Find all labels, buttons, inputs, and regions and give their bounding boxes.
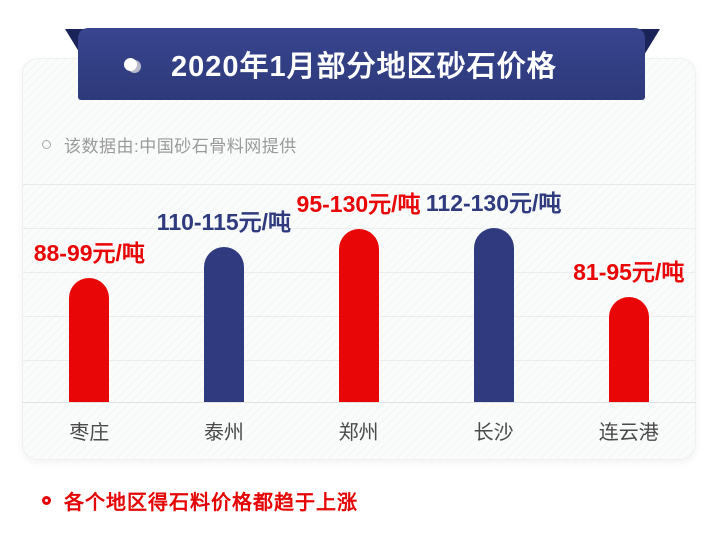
bar-value-label: 112-130元/吨 [425,190,562,216]
ring-circle-icon [42,495,51,505]
x-axis-label: 泰州 [203,422,244,444]
bar-value-label: 88-99元/吨 [33,240,145,266]
bar-value-label: 110-115元/吨 [156,209,292,235]
x-axis-label: 郑州 [338,422,379,444]
bar-chart: 88-99元/吨 枣庄 110-115元/吨 泰州 95-130元/吨 郑州 1… [22,184,696,444]
conclusion-text: 各个地区得石料价格都趋于上涨 [64,491,358,514]
x-axis-label: 长沙 [473,422,514,444]
data-source-text: 该数据由:中国砂石骨料网提供 [64,136,297,156]
bar [203,247,244,402]
data-source-note: 该数据由:中国砂石骨料网提供 [42,133,297,156]
bar-value-label: 81-95元/吨 [573,259,685,285]
ring-circle-icon [42,139,51,149]
gridline [23,228,695,229]
bar [473,228,514,402]
bar-group-zaozhuang: 88-99元/吨 枣庄 [22,184,157,444]
bar-group-lianyungang: 81-95元/吨 连云港 [561,184,696,444]
page-title: 2020年1月部分地区砂石价格 [171,51,557,83]
x-axis-label: 枣庄 [69,422,110,444]
bar-group-zhengzhou: 95-130元/吨 郑州 [291,184,426,444]
divider [23,184,695,185]
bar [69,278,110,402]
title-banner: 2020年1月部分地区砂石价格 [78,28,645,100]
bar-value-label: 95-130元/吨 [296,191,421,217]
bar-group-changsha: 112-130元/吨 长沙 [425,184,562,444]
bar-group-taizhou: 110-115元/吨 泰州 [156,184,292,444]
bar [608,297,649,402]
x-axis-label: 连云港 [598,422,659,444]
sphere-bullet-icon [124,57,137,71]
conclusion-note: 各个地区得石料价格都趋于上涨 [42,487,358,514]
bar [338,229,379,402]
